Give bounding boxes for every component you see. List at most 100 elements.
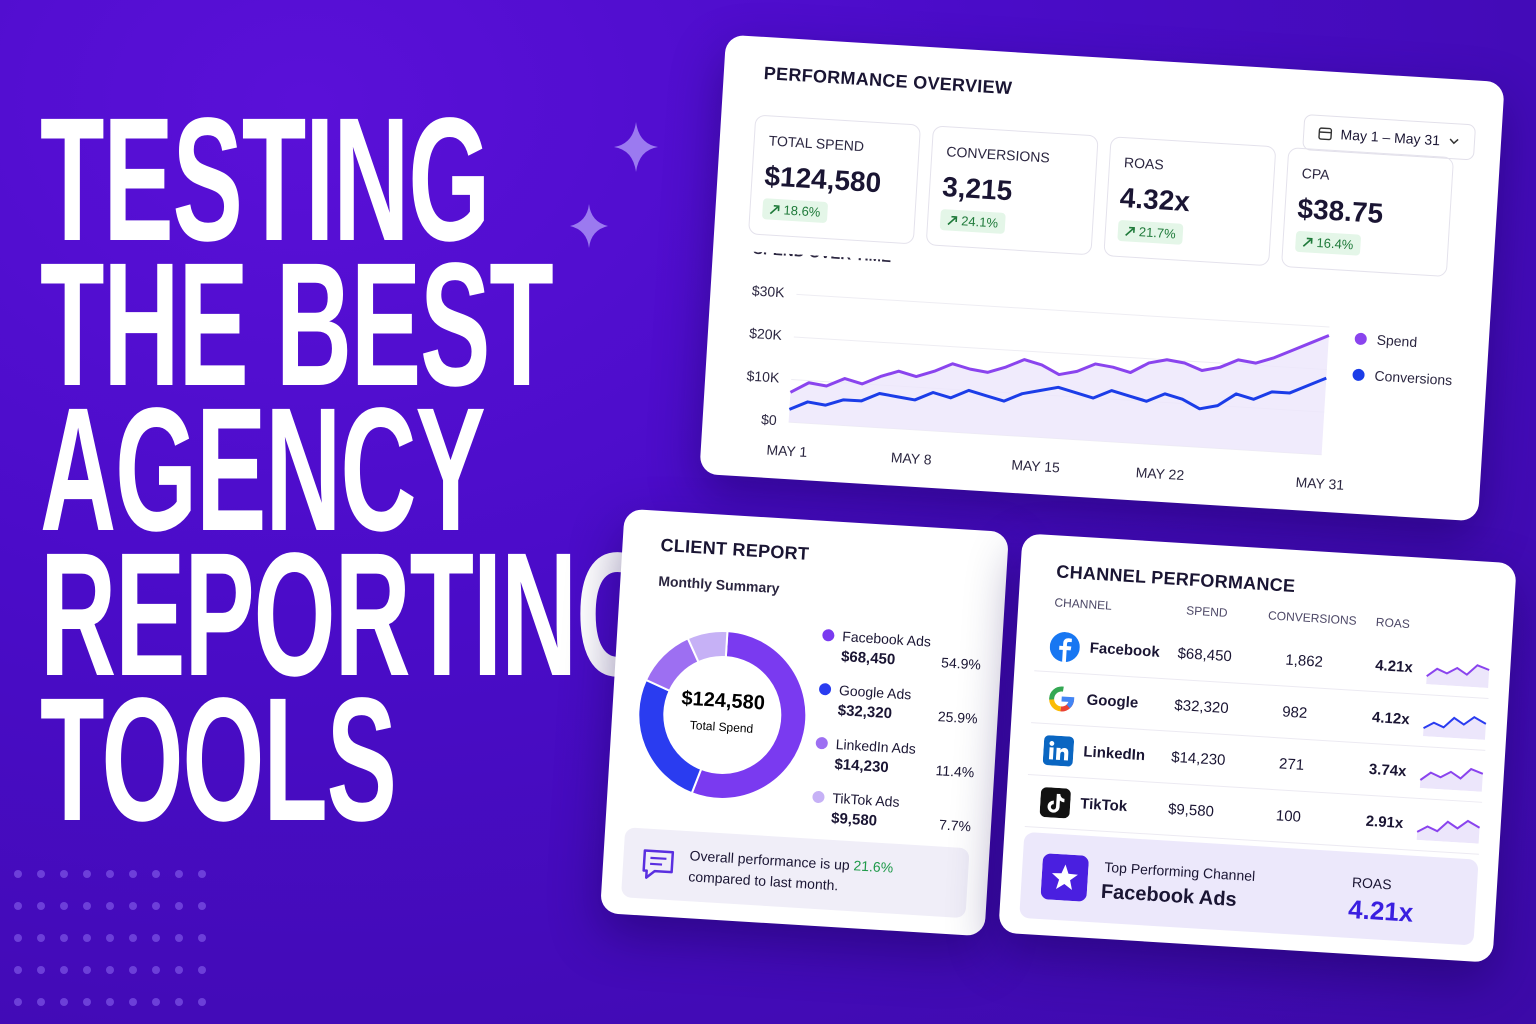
icon-shape [1061, 696, 1075, 709]
legend-spend: $32,320 [837, 702, 893, 723]
legend-item: Facebook Ads $68,450 54.9% [820, 627, 982, 677]
dot [106, 870, 114, 878]
dot [152, 902, 160, 910]
channel-conversions: 271 [1278, 755, 1305, 774]
top-channel-name: Facebook Ads [1100, 880, 1238, 911]
dot [198, 870, 206, 878]
legend-share: 25.9% [937, 708, 979, 727]
dot [106, 966, 114, 974]
legend-swatch [1354, 332, 1367, 345]
note-tail: compared to last month. [687, 868, 839, 894]
kpi-label: ROAS [1123, 154, 1165, 173]
grid-line [796, 293, 1330, 328]
table-row: Google $32,320 982 4.12x [1031, 672, 1489, 751]
dot [37, 998, 45, 1006]
donut-chart: $124,580 Total Spend [637, 629, 808, 800]
legend-item: LinkedIn Ads $14,230 11.4% [814, 735, 976, 785]
icon-shape [1059, 638, 1072, 663]
legend-name: TikTok Ads [831, 789, 900, 810]
donut-segment [690, 630, 808, 800]
channel-icon [1039, 787, 1071, 819]
channel-roas: 4.12x [1371, 708, 1411, 729]
table-row: LinkedIn $14,230 271 3.74x [1027, 724, 1486, 803]
date-picker[interactable]: May 1 – May 31 [1302, 114, 1477, 161]
channel-name: LinkedIn [1082, 743, 1146, 765]
dot [129, 870, 137, 878]
legend-dot [822, 628, 835, 642]
sparkline-area [1423, 717, 1486, 740]
dot [60, 870, 68, 878]
legend-item: Google Ads $32,320 25.9% [817, 681, 979, 731]
channel-name: Facebook [1089, 639, 1161, 661]
channel-roas: 2.91x [1365, 812, 1404, 833]
channel-spend: $68,450 [1177, 644, 1233, 666]
kpi-change-value: 24.1% [960, 213, 999, 231]
headline-line: AGENCY [40, 372, 486, 568]
dot [106, 902, 114, 910]
dot [14, 902, 22, 910]
summary-note: Overall performance is up 21.6% compared … [620, 827, 970, 919]
channel-table: Facebook $68,450 1,862 4.21x Google $32,320 98… [1023, 533, 1517, 855]
dot-grid [14, 870, 206, 1006]
channel-icon [1049, 686, 1075, 712]
dot [14, 998, 22, 1006]
icon-shape [1048, 747, 1054, 760]
kpi-label: TOTAL SPEND [768, 132, 865, 155]
dot [198, 934, 206, 942]
sparkline [1416, 819, 1481, 844]
channel-spend: $32,320 [1173, 696, 1230, 718]
channel-conversions: 1,862 [1284, 651, 1324, 671]
kpi-card: CPA $38.75 16.4% [1281, 147, 1455, 278]
dot [152, 934, 160, 942]
channel-spend: $14,230 [1170, 748, 1226, 770]
top-label: Top Performing Channel [1103, 858, 1256, 885]
column-header: SPEND [1185, 603, 1228, 620]
sparkline-area [1426, 665, 1490, 688]
kpi-value: 3,215 [941, 171, 1014, 207]
sparkline-line [1416, 819, 1481, 833]
legend-label: Conversions [1374, 368, 1453, 389]
dot [83, 966, 91, 974]
kpi-change: 16.4% [1294, 230, 1361, 256]
dot [175, 966, 183, 974]
column-header: CONVERSIONS [1267, 608, 1358, 628]
dot [37, 934, 45, 942]
arrow-path [769, 204, 780, 214]
legend-label: Spend [1376, 332, 1417, 350]
dot [198, 998, 206, 1006]
note-highlight: 21.6% [853, 857, 894, 876]
trend-arrow [769, 204, 780, 214]
dot [83, 870, 91, 878]
chat-icon [642, 849, 675, 879]
x-tick-label: MAY 22 [1135, 464, 1185, 483]
kpi-change-value: 21.7% [1138, 224, 1177, 242]
dot [60, 902, 68, 910]
dot [37, 902, 45, 910]
dot [175, 902, 183, 910]
dot [152, 870, 160, 878]
kpi-row: TOTAL SPEND $124,580 18.6% CONVERSIONS 3,215… [748, 114, 1455, 278]
headline: TESTING THE BEST AGENCY REPORTING TOOLS [40, 92, 658, 848]
date-range: May 1 – May 31 [1340, 126, 1441, 149]
dot [106, 934, 114, 942]
performance-card: PERFORMANCE OVERVIEW May 1 – May 31 TOTA… [699, 34, 1505, 522]
donut-total-label: Total Spend [690, 718, 754, 736]
dot [83, 902, 91, 910]
headline-line: REPORTING [40, 517, 658, 713]
column-header: ROAS [1375, 615, 1411, 632]
icon-shape [1049, 741, 1055, 746]
kpi-change: 18.6% [761, 198, 828, 224]
dot [14, 870, 22, 878]
icon-shape [1047, 793, 1065, 813]
y-tick-label: $20K [749, 325, 783, 343]
sparkle [614, 122, 658, 172]
kpi-change-value: 18.6% [783, 202, 821, 220]
dot [198, 966, 206, 974]
channel-conversions: 982 [1281, 703, 1308, 722]
y-tick-label: $30K [751, 282, 785, 300]
card-title: CLIENT REPORT [659, 534, 810, 564]
trend-arrow [1125, 226, 1135, 236]
kpi-value: $38.75 [1296, 192, 1385, 230]
